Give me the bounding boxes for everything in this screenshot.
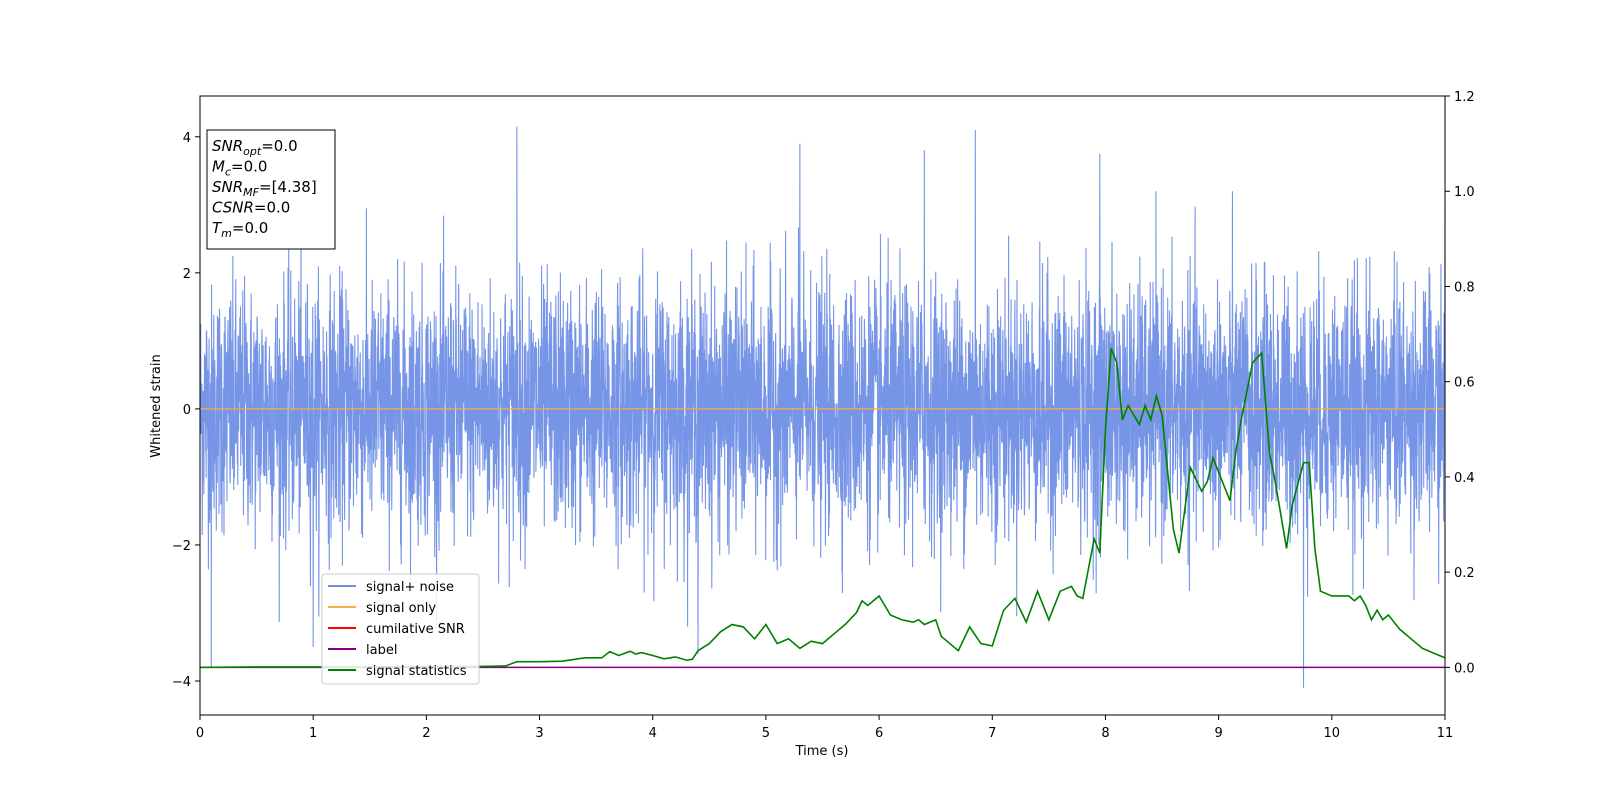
signal-noise-line	[199, 126, 1446, 688]
x-tick-label: 0	[196, 726, 204, 741]
y-left-tick-label: 4	[183, 131, 191, 146]
legend-entry: signal statistics	[366, 664, 467, 679]
x-tick-label: 5	[762, 726, 770, 741]
signal-statistics-line	[199, 348, 1446, 669]
annotation-line: Tm=0.0	[212, 219, 268, 240]
y-right-tick-label: 0.8	[1454, 280, 1475, 295]
y-right-tick-label: 1.2	[1454, 90, 1475, 105]
y-left-tick-label: 2	[183, 267, 191, 282]
y-axis-label: Whitened strain	[149, 354, 164, 457]
x-tick-label: 11	[1437, 726, 1454, 741]
annotation-line: CSNR=0.0	[212, 199, 290, 217]
legend-frame	[321, 573, 480, 685]
x-tick-label: 10	[1324, 726, 1341, 741]
annotation-line: SNRMF=[4.38]	[212, 178, 317, 199]
legend-entry: signal+ noise	[366, 580, 454, 595]
x-tick-label: 8	[1101, 726, 1109, 741]
annotation-line: SNRopt=0.0	[212, 137, 298, 158]
x-tick-label: 7	[988, 726, 996, 741]
plot-frame	[199, 95, 1446, 716]
y-right-tick-label: 1.0	[1454, 185, 1475, 200]
ticks-layer: 0 1 2 3 4 5 6 7 8 9 10 11 −4 −2 0 2 4 0.0 0.2 0.4 0.6 0.8 1.0 1…	[172, 90, 1475, 741]
y-left-tick-label: −4	[172, 675, 191, 690]
legend-entry: cumilative SNR	[366, 622, 465, 637]
annotation-line: Mc=0.0	[212, 158, 267, 179]
x-tick-label: 6	[875, 726, 883, 741]
annotation-frame	[206, 129, 336, 250]
y-right-tick-label: 0.4	[1454, 471, 1475, 486]
signal-noise-series	[199, 126, 1446, 688]
y-left-tick-label: 0	[183, 403, 191, 418]
x-tick-label: 3	[535, 726, 543, 741]
y-left-tick-label: −2	[172, 539, 191, 554]
y-right-tick-label: 0.2	[1454, 566, 1475, 581]
x-tick-label: 1	[309, 726, 317, 741]
y-right-tick-label: 0.0	[1454, 661, 1475, 676]
x-tick-label: 4	[649, 726, 657, 741]
x-tick-label: 2	[422, 726, 430, 741]
y-right-tick-label: 0.6	[1454, 376, 1475, 391]
x-axis-label: Time (s)	[795, 744, 849, 759]
legend-entry: signal only	[366, 601, 436, 616]
x-tick-label: 9	[1214, 726, 1222, 741]
legend: signal+ noise signal only cumilative SNR la…	[321, 573, 480, 685]
legend-entry: label	[366, 643, 397, 658]
